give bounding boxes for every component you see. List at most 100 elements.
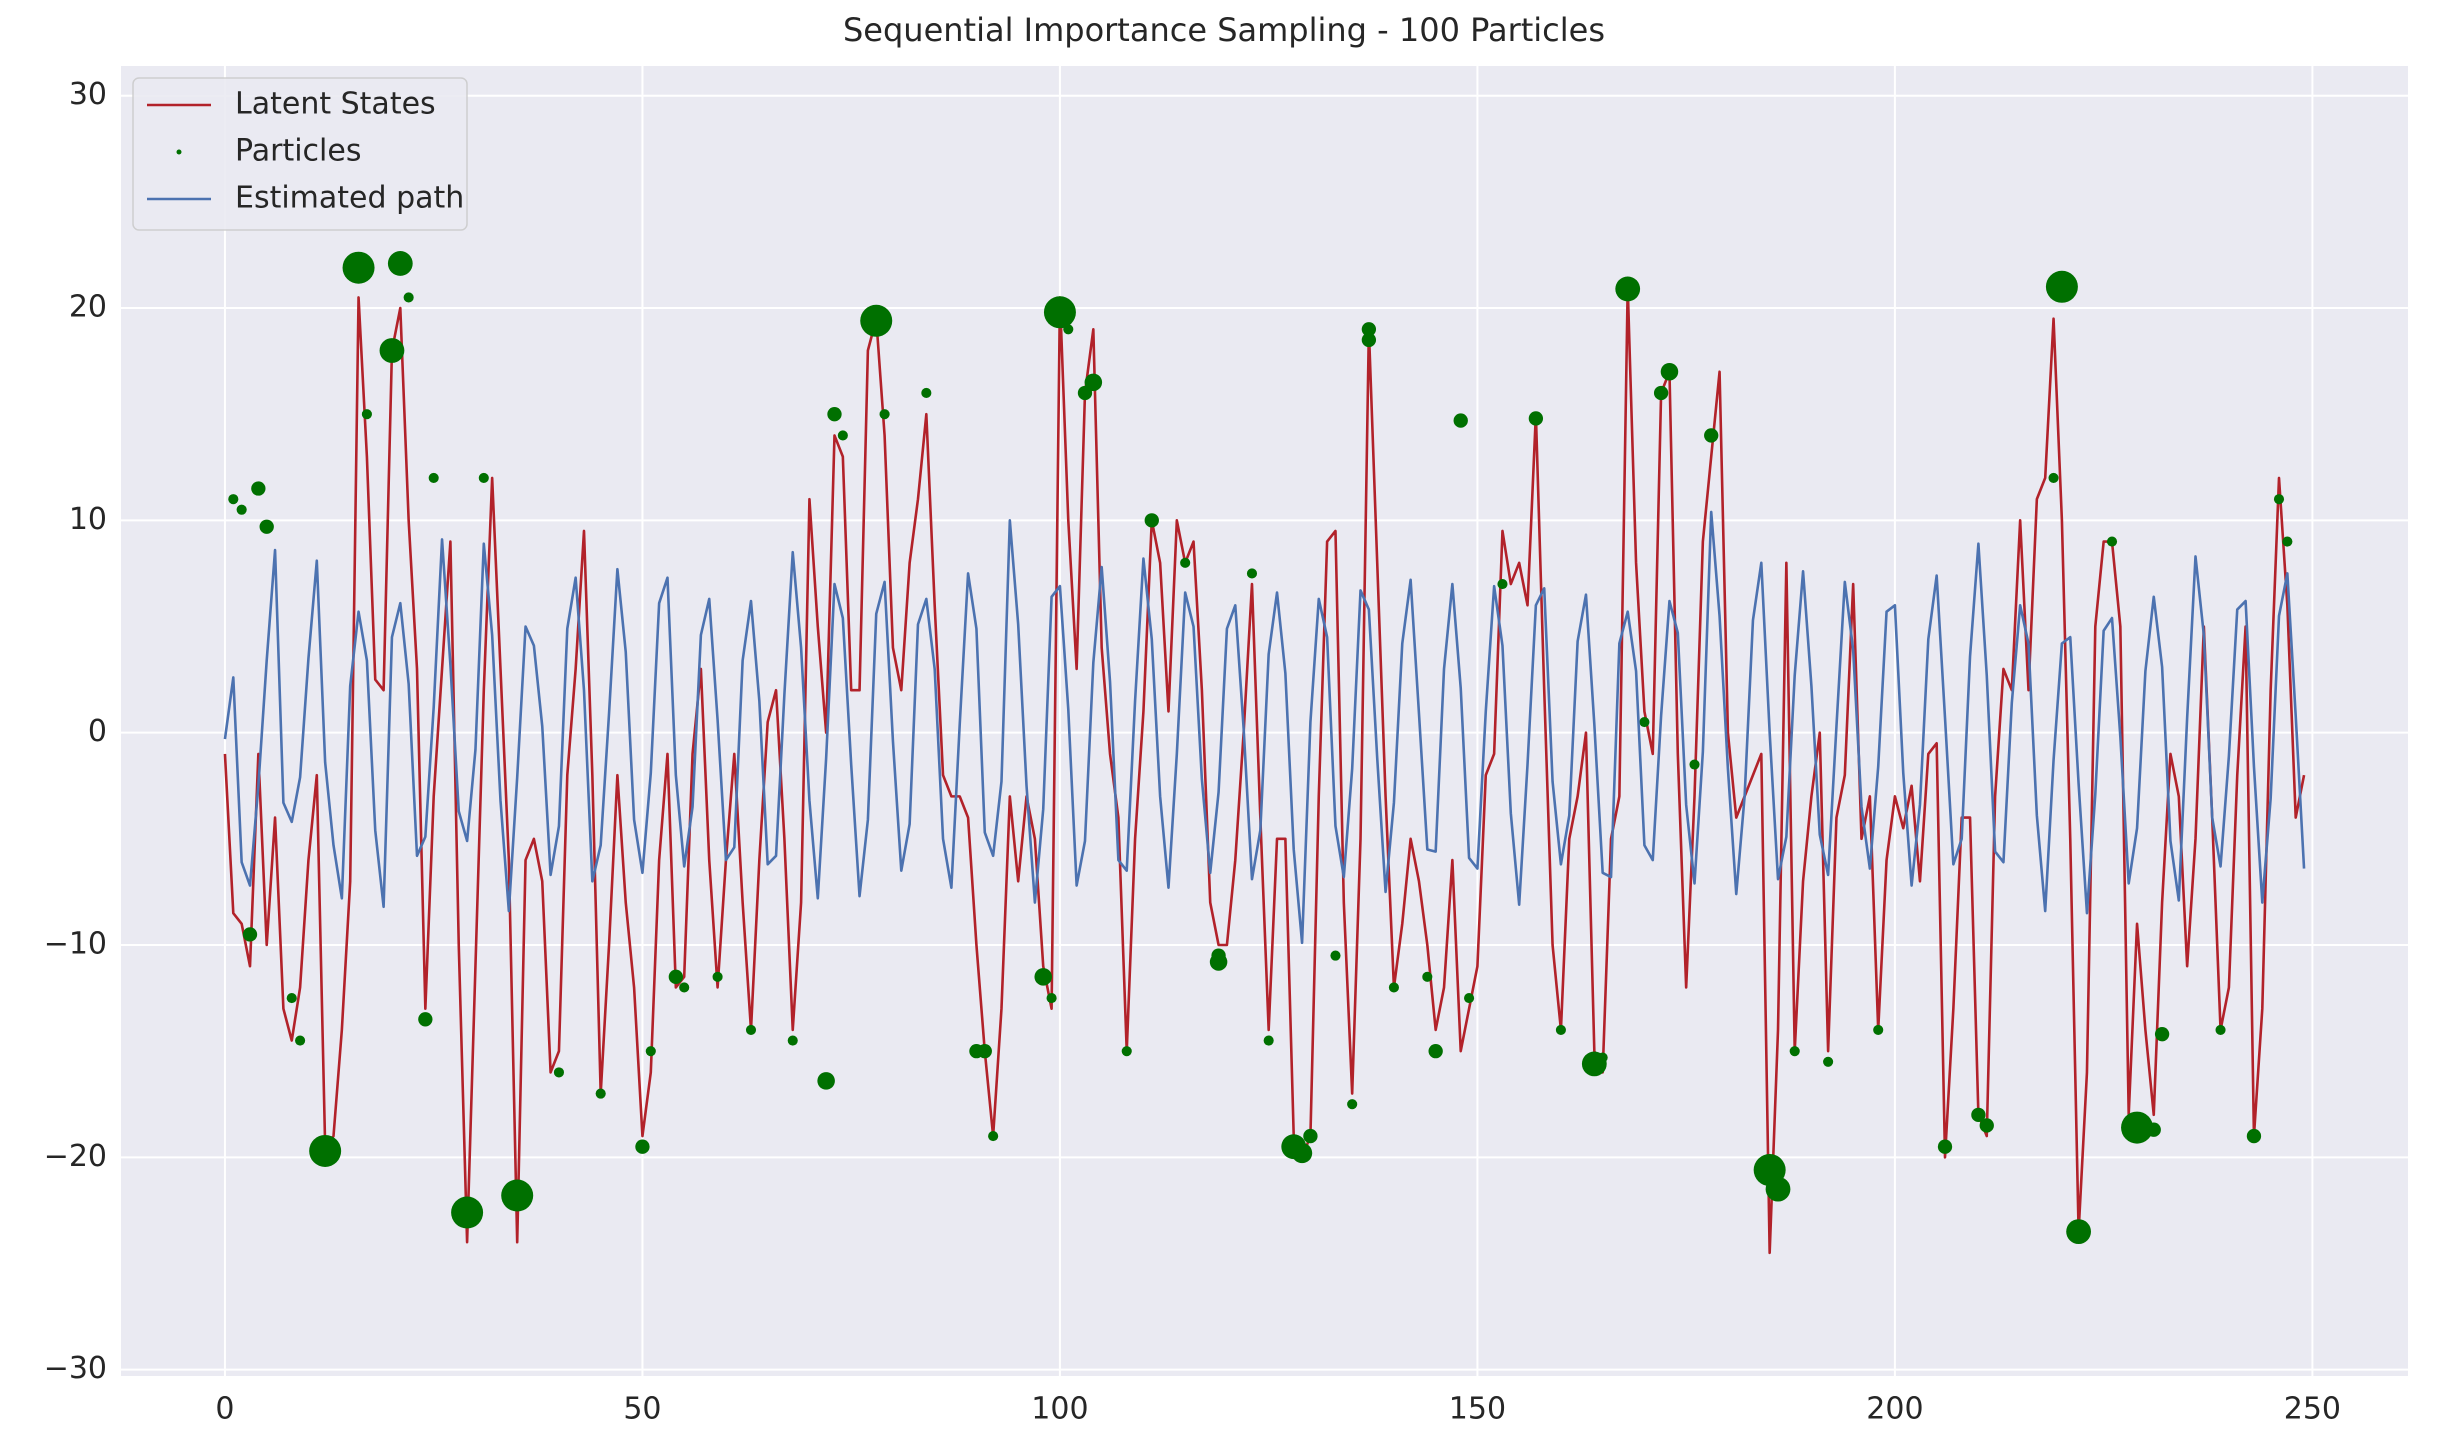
particle xyxy=(403,292,414,303)
particle xyxy=(259,519,274,534)
particle xyxy=(1497,578,1508,590)
particle xyxy=(309,1134,342,1167)
x-tick-label: 100 xyxy=(1031,1392,1088,1427)
particle xyxy=(1453,413,1468,428)
particle xyxy=(478,472,489,483)
particle xyxy=(1263,1035,1274,1046)
particle xyxy=(1660,362,1679,381)
y-tick-label: −10 xyxy=(44,926,107,961)
particle xyxy=(1937,1139,1953,1154)
particle xyxy=(501,1179,534,1212)
particle xyxy=(553,1067,565,1078)
legend-marker xyxy=(176,149,182,155)
particle xyxy=(2045,270,2078,303)
particle xyxy=(2215,1024,2226,1035)
y-tick-label: 20 xyxy=(69,290,107,325)
particle xyxy=(1043,296,1076,329)
particle xyxy=(712,971,723,982)
particle xyxy=(228,494,239,505)
y-tick-label: 0 xyxy=(88,714,107,749)
particle xyxy=(645,1046,656,1057)
particle xyxy=(2048,472,2059,483)
particle xyxy=(361,409,372,420)
particle xyxy=(1246,568,1258,579)
y-tick-label: 30 xyxy=(69,77,107,112)
particle xyxy=(1084,373,1103,392)
particle xyxy=(635,1139,650,1154)
particle xyxy=(342,251,375,284)
particle xyxy=(595,1088,606,1099)
labels: −30 −20 −10 0 10 20 30 0 50 100 150 200 250 xyxy=(44,77,2341,1426)
series-line xyxy=(223,285,2306,1255)
particle xyxy=(295,1035,306,1046)
particle xyxy=(1121,1046,1132,1057)
particle xyxy=(1464,993,1475,1004)
particle xyxy=(418,1012,433,1027)
particle xyxy=(837,430,848,441)
particle xyxy=(860,304,893,337)
chart-title: Sequential Importance Sampling - 100 Par… xyxy=(843,11,1605,49)
particle xyxy=(921,387,932,399)
particle xyxy=(1615,276,1641,302)
particle xyxy=(1689,759,1700,770)
legend-label: Particles xyxy=(235,134,361,169)
particle xyxy=(1789,1046,1800,1057)
particle xyxy=(1653,385,1669,401)
particle xyxy=(2154,1027,2170,1042)
y-tick-label: 10 xyxy=(69,502,107,537)
particle xyxy=(2106,536,2118,547)
particle xyxy=(679,982,690,993)
particle xyxy=(1528,411,1544,426)
legend-label: Estimated path xyxy=(235,181,464,216)
particle xyxy=(1704,428,1719,443)
x-tick-label: 250 xyxy=(2284,1392,2341,1427)
particle xyxy=(817,1072,835,1090)
particle xyxy=(1077,385,1093,401)
particle xyxy=(1428,1043,1443,1059)
particle xyxy=(1330,950,1341,961)
legend-box xyxy=(132,77,468,231)
particle xyxy=(428,472,439,483)
particle xyxy=(451,1196,484,1229)
particle xyxy=(1388,982,1399,993)
particle xyxy=(1422,971,1433,982)
particle xyxy=(1347,1099,1358,1110)
x-tick-label: 150 xyxy=(1449,1392,1506,1427)
particle xyxy=(2273,494,2285,505)
x-tick-label: 200 xyxy=(1866,1392,1923,1427)
particle xyxy=(242,927,258,942)
particle xyxy=(1291,1142,1313,1164)
marks xyxy=(223,251,2306,1255)
particle xyxy=(1765,1176,1791,1202)
particle xyxy=(236,504,247,515)
particle xyxy=(745,1024,757,1035)
particle xyxy=(2121,1111,2154,1144)
particle xyxy=(1823,1056,1834,1067)
particle xyxy=(1211,948,1226,963)
particle xyxy=(787,1035,798,1046)
particle xyxy=(1555,1024,1566,1035)
particle xyxy=(387,251,413,276)
particle xyxy=(2282,536,2293,547)
particle xyxy=(1639,717,1650,728)
particle xyxy=(1180,557,1191,568)
particle xyxy=(379,338,405,363)
particle xyxy=(1361,322,1377,337)
particle xyxy=(1971,1107,1986,1123)
particle xyxy=(1046,993,1057,1004)
particle xyxy=(977,1043,992,1059)
particle xyxy=(251,481,266,496)
y-tick-label: −30 xyxy=(44,1351,107,1386)
legend: Latent States Particles Estimated path xyxy=(132,77,468,231)
particle xyxy=(286,993,297,1004)
x-tick-label: 50 xyxy=(623,1392,661,1427)
legend-label: Latent States xyxy=(235,87,436,122)
particle xyxy=(1063,324,1074,335)
particle xyxy=(1597,1052,1608,1063)
particle xyxy=(988,1131,999,1142)
particle xyxy=(1034,968,1052,986)
particle xyxy=(1303,1128,1318,1144)
particle xyxy=(1873,1024,1884,1035)
particle xyxy=(2246,1128,2262,1144)
